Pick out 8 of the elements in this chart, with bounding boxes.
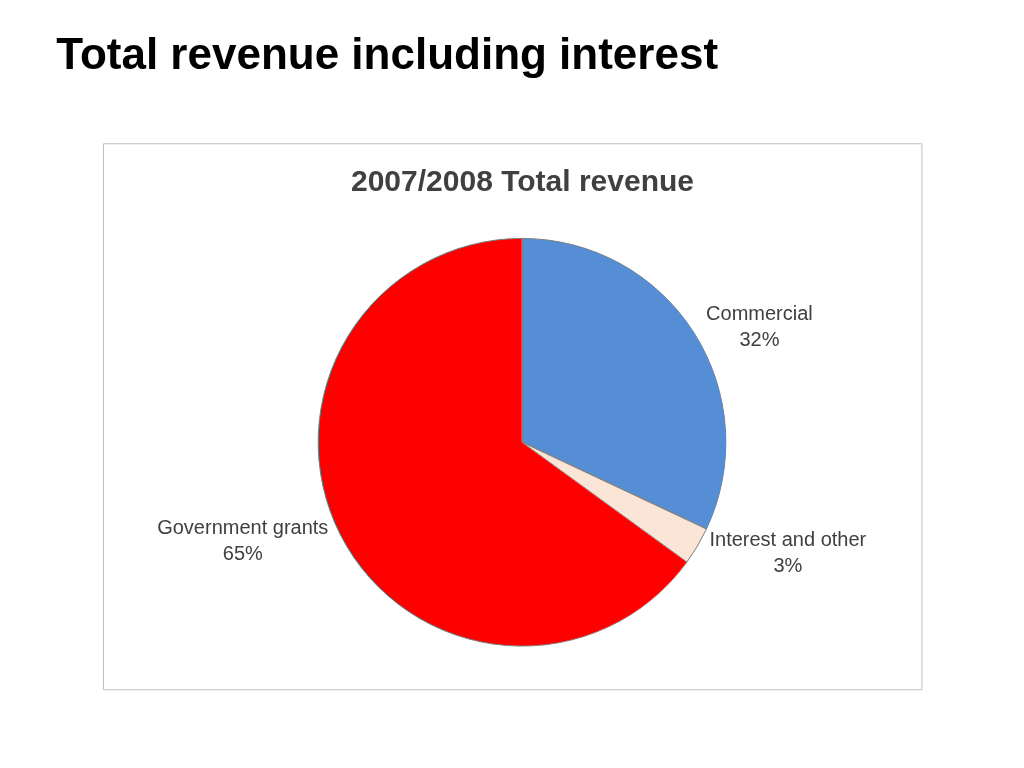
slice-label: Commercial	[706, 302, 813, 325]
data-label: 3%	[773, 554, 803, 577]
slice-label: Interest and other	[709, 528, 867, 551]
chart-subtitle: 2007/2008 Total revenue	[351, 164, 694, 197]
data-label: 65%	[222, 541, 264, 564]
data-label: 32%	[739, 328, 780, 351]
slice-label: Government grants	[157, 515, 329, 538]
chart-title: Total revenue including interest	[56, 29, 719, 79]
